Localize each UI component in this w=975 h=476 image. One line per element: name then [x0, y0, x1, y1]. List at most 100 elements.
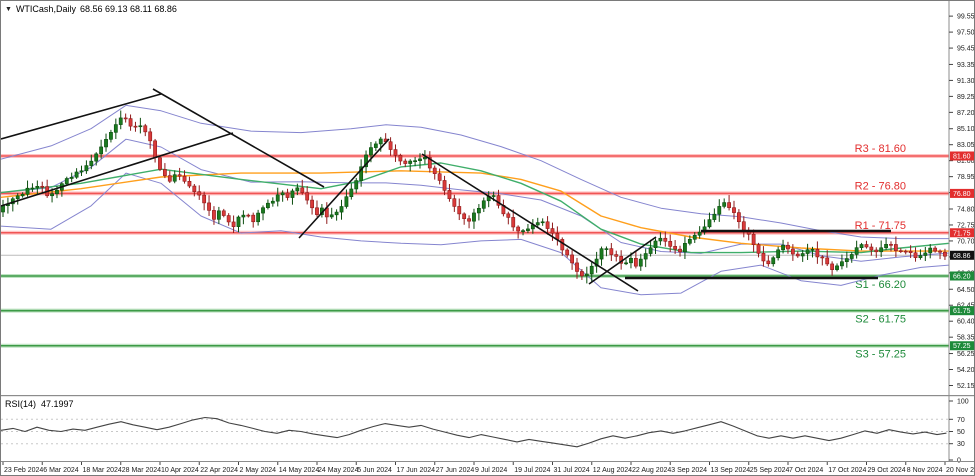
candle-body: [575, 262, 579, 272]
rsi-scale-label: 30: [957, 441, 965, 448]
rsi-value: 47.1997: [41, 399, 74, 409]
resistance-price-R2-box-label: 76.80: [953, 191, 971, 198]
candle-body: [790, 248, 795, 255]
date-label: 22 Apr 2024: [200, 467, 238, 474]
trendline-1[interactable]: [1, 93, 162, 140]
date-label: 7 Oct 2024: [789, 467, 823, 474]
rsi-indicator-label: RSI(14) 47.1997: [5, 399, 74, 409]
candle-body: [99, 146, 104, 155]
candle-body: [908, 250, 913, 254]
candle-body: [148, 131, 153, 142]
support-price-S3-box-label: 57.25: [953, 343, 971, 350]
price-tick-label: 85.10: [957, 126, 975, 133]
candle-body: [364, 154, 368, 168]
indicator-curves: [1, 104, 950, 296]
price-tick-label: 87.20: [957, 110, 975, 117]
candle-body: [476, 208, 481, 214]
candle-body: [226, 215, 231, 223]
candle-body: [64, 178, 69, 184]
candle-body: [138, 125, 143, 128]
candle-body: [1, 205, 5, 213]
candle-body: [467, 218, 471, 222]
date-label: 17 Oct 2024: [828, 467, 866, 474]
rsi-panel[interactable]: [1, 395, 975, 448]
candle-body: [256, 212, 261, 223]
price-tick-label: 56.25: [957, 351, 975, 358]
candle-body: [741, 221, 746, 231]
date-label: 5 Jun 2024: [357, 467, 392, 474]
candle-body: [840, 261, 844, 267]
ohlc-values: 68.56 69.13 68.11 68.86: [79, 4, 177, 14]
candle-body: [69, 176, 74, 179]
candle-body: [923, 252, 928, 256]
price-tick-label: 72.75: [957, 222, 975, 229]
candle-body: [212, 210, 216, 220]
candle-body: [859, 244, 864, 248]
trendline-5[interactable]: [421, 153, 639, 292]
support-price-S3-box: [950, 341, 974, 351]
candle-body: [869, 246, 874, 251]
date-label: 6 Mar 2024: [43, 467, 79, 474]
price-tick-label: 83.05: [957, 142, 975, 149]
candle-body: [761, 253, 766, 262]
resistance-price-R3-box-label: 81.60: [953, 154, 971, 161]
candle-body: [162, 169, 167, 176]
time-axis[interactable]: 23 Feb 2024 6 Mar 2024 18 Mar 2024 28 Mar 2…: [1, 461, 975, 475]
candle-body: [550, 228, 555, 234]
price-tick-label: 78.95: [957, 174, 975, 181]
candle-body: [197, 191, 202, 196]
trendline-6[interactable]: [588, 236, 657, 285]
candle-body: [221, 210, 226, 216]
trendline-2[interactable]: [1, 132, 234, 207]
candle-body: [329, 214, 334, 218]
current-price-box-label: 68.86: [953, 253, 971, 260]
candle-body: [280, 192, 285, 196]
candle-body: [457, 206, 462, 215]
candle-body: [707, 219, 712, 228]
candle-body: [683, 243, 687, 253]
candle-body: [516, 226, 521, 232]
panel-separator[interactable]: [1, 395, 975, 397]
candle-body: [928, 247, 933, 254]
candle-body: [369, 147, 373, 156]
drawn-objects[interactable]: [1, 88, 891, 292]
candle-body: [128, 118, 133, 127]
symbol-dropdown-icon[interactable]: ▼: [5, 5, 12, 13]
candle-body: [722, 202, 727, 207]
bollinger-upper-band: [1, 104, 950, 240]
trendline-3[interactable]: [152, 88, 325, 188]
resistance-label-R3: R3 - 81.60: [855, 143, 906, 155]
candle-body: [113, 124, 118, 133]
candle-body: [766, 260, 771, 265]
candle-body: [398, 155, 403, 162]
sr-levels[interactable]: R3 - 81.60 R2 - 76.80 R1 - 71.75 S1 - 66.20…: [1, 143, 949, 361]
candle-body: [84, 165, 89, 172]
candle-body: [800, 253, 805, 257]
resistance-label-R2: R2 - 76.80: [855, 180, 906, 192]
candle-body: [388, 141, 393, 150]
candle-body: [143, 125, 148, 133]
current-price-box: [950, 250, 974, 260]
price-tick-label: 60.40: [957, 319, 975, 326]
trendline-4[interactable]: [298, 138, 390, 239]
candle-body: [413, 160, 418, 162]
candle-body: [624, 262, 628, 265]
candle-body: [570, 254, 574, 264]
candle-body: [74, 171, 79, 178]
candle-body: [604, 248, 609, 250]
support-label-S2: S2 - 61.75: [855, 314, 906, 326]
resistance-price-R1-box-label: 71.75: [953, 230, 971, 237]
date-label: 22 Aug 2024: [632, 467, 671, 474]
candle-body: [717, 206, 722, 215]
candle-body: [815, 248, 820, 258]
price-axis[interactable]: 99.55 97.50 95.45 93.35 91.30 89.25 87.20 85.10…: [948, 1, 975, 465]
candle-body: [933, 247, 938, 252]
candle-body: [427, 157, 432, 169]
support-price-S1-box-label: 66.20: [953, 274, 971, 281]
candle-body: [403, 160, 408, 164]
candle-body: [40, 185, 45, 188]
candle-body: [771, 257, 776, 265]
candle-body: [251, 214, 256, 223]
